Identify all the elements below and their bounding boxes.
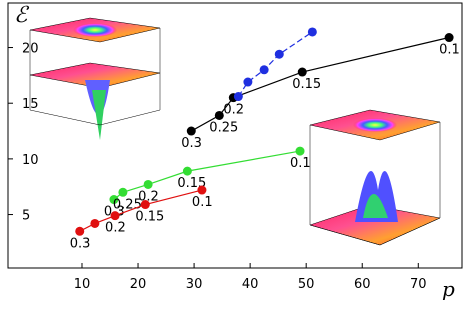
x-tick-label: 50 bbox=[298, 277, 315, 292]
point-label: 0.15 bbox=[292, 77, 321, 92]
data-point bbox=[295, 146, 305, 156]
data-point bbox=[444, 33, 454, 43]
inset-surface bbox=[29, 17, 161, 140]
point-label: 0.25 bbox=[209, 120, 238, 135]
inset-surface bbox=[309, 109, 441, 246]
x-tick-label: 70 bbox=[410, 277, 427, 292]
x-tick-label: 30 bbox=[186, 277, 203, 292]
data-point bbox=[259, 65, 269, 75]
y-tick-label: 15 bbox=[22, 97, 39, 112]
data-point bbox=[243, 77, 253, 87]
x-tick-label: 20 bbox=[130, 277, 147, 292]
data-point bbox=[297, 67, 307, 77]
point-label: 0.3 bbox=[70, 236, 91, 251]
x-tick-label: 60 bbox=[354, 277, 371, 292]
point-label: 0.1 bbox=[192, 195, 213, 210]
data-point bbox=[110, 211, 120, 221]
point-label: 0.1 bbox=[290, 156, 311, 171]
point-label: 0.1 bbox=[439, 43, 460, 58]
data-point bbox=[197, 185, 207, 195]
data-point bbox=[143, 179, 153, 189]
data-point bbox=[140, 200, 150, 210]
data-point bbox=[90, 218, 100, 228]
data-point bbox=[186, 126, 196, 136]
point-label: 0.15 bbox=[135, 210, 164, 225]
x-tick-label: 10 bbox=[74, 277, 91, 292]
data-point bbox=[307, 27, 317, 37]
x-tick-label: 40 bbox=[242, 277, 259, 292]
data-point bbox=[118, 187, 128, 197]
data-point bbox=[274, 49, 284, 59]
y-tick-label: 10 bbox=[22, 153, 39, 168]
data-point bbox=[109, 195, 119, 205]
point-label: 0.2 bbox=[223, 103, 244, 118]
point-label: 0.2 bbox=[105, 221, 126, 236]
data-point bbox=[214, 110, 224, 120]
x-axis-label: p bbox=[442, 277, 455, 301]
y-tick-label: 20 bbox=[22, 42, 39, 57]
plot-frame bbox=[7, 2, 463, 269]
data-point bbox=[182, 166, 192, 176]
data-point bbox=[233, 92, 243, 102]
y-axis-label: ℰ bbox=[14, 3, 30, 28]
data-point bbox=[75, 226, 85, 236]
y-tick-label: 5 bbox=[22, 209, 30, 224]
point-label: 0.3 bbox=[181, 136, 202, 151]
